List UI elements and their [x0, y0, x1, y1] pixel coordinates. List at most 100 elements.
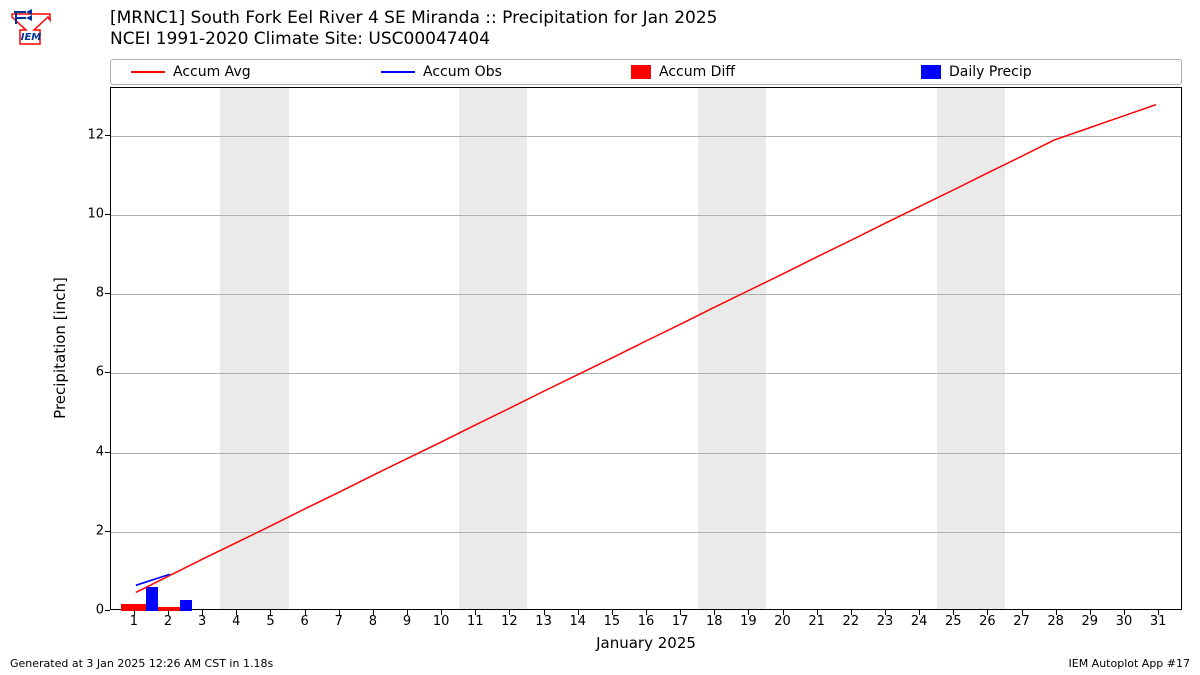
xtick-mark [748, 610, 749, 615]
xtick-label: 10 [433, 614, 450, 629]
legend-label: Accum Obs [423, 64, 502, 80]
xtick-label: 15 [604, 614, 621, 629]
legend-swatch-bar [631, 65, 651, 79]
footer-generated: Generated at 3 Jan 2025 12:26 AM CST in … [10, 657, 273, 670]
xtick-mark [236, 610, 237, 615]
xtick-mark [1056, 610, 1057, 615]
xtick-label: 26 [979, 614, 996, 629]
xtick-label: 4 [232, 614, 240, 629]
xtick-mark [953, 610, 954, 615]
xtick-label: 19 [740, 614, 757, 629]
xtick-label: 16 [638, 614, 655, 629]
xtick-label: 23 [877, 614, 894, 629]
legend-item-accum-avg: Accum Avg [131, 64, 381, 80]
xtick-mark [851, 610, 852, 615]
xtick-mark [475, 610, 476, 615]
xtick-mark [544, 610, 545, 615]
xtick-label: 27 [1013, 614, 1030, 629]
xtick-label: 20 [774, 614, 791, 629]
ytick-mark [105, 135, 110, 136]
xtick-label: 31 [1150, 614, 1167, 629]
xtick-mark [202, 610, 203, 615]
xtick-mark [1090, 610, 1091, 615]
legend-swatch-line [381, 71, 415, 73]
iem-logo: IEM [6, 6, 56, 50]
xtick-label: 9 [403, 614, 411, 629]
legend-item-daily-precip: Daily Precip [921, 64, 1032, 80]
xtick-mark [168, 610, 169, 615]
legend-item-accum-obs: Accum Obs [381, 64, 631, 80]
legend-label: Daily Precip [949, 64, 1032, 80]
xtick-label: 8 [369, 614, 377, 629]
xtick-label: 2 [164, 614, 172, 629]
xtick-label: 21 [808, 614, 825, 629]
xtick-mark [407, 610, 408, 615]
xtick-mark [919, 610, 920, 615]
ytick-label: 10 [74, 206, 104, 221]
chart-title: [MRNC1] South Fork Eel River 4 SE Mirand… [110, 8, 717, 51]
xtick-label: 28 [1047, 614, 1064, 629]
xtick-label: 12 [501, 614, 518, 629]
xtick-label: 30 [1116, 614, 1133, 629]
legend-item-accum-diff: Accum Diff [631, 64, 921, 80]
xtick-mark [783, 610, 784, 615]
svg-text:IEM: IEM [21, 32, 42, 43]
ytick-mark [105, 610, 110, 611]
xtick-mark [134, 610, 135, 615]
xtick-mark [817, 610, 818, 615]
ytick-mark [105, 452, 110, 453]
xtick-label: 11 [467, 614, 484, 629]
legend-label: Accum Avg [173, 64, 251, 80]
ytick-label: 4 [74, 444, 104, 459]
title-line-1: [MRNC1] South Fork Eel River 4 SE Mirand… [110, 8, 717, 29]
xtick-label: 22 [843, 614, 860, 629]
title-line-2: NCEI 1991-2020 Climate Site: USC00047404 [110, 29, 717, 50]
xtick-label: 13 [535, 614, 552, 629]
ytick-label: 12 [74, 127, 104, 142]
xtick-mark [885, 610, 886, 615]
xtick-label: 6 [300, 614, 308, 629]
xtick-label: 24 [911, 614, 928, 629]
xtick-label: 5 [266, 614, 274, 629]
y-axis-label: Precipitation [inch] [51, 277, 69, 419]
xtick-mark [305, 610, 306, 615]
ytick-label: 0 [74, 603, 104, 618]
xtick-label: 7 [335, 614, 343, 629]
xtick-label: 29 [1082, 614, 1099, 629]
ytick-mark [105, 293, 110, 294]
x-axis-label: January 2025 [596, 634, 696, 652]
xtick-label: 1 [130, 614, 138, 629]
ytick-mark [105, 214, 110, 215]
footer-app: IEM Autoplot App #17 [1069, 657, 1191, 670]
legend-swatch-line [131, 71, 165, 73]
xtick-mark [1158, 610, 1159, 615]
chart-legend: Accum Avg Accum Obs Accum Diff Daily Pre… [110, 59, 1182, 85]
xtick-label: 14 [569, 614, 586, 629]
series-svg [111, 88, 1181, 609]
xtick-mark [509, 610, 510, 615]
ytick-label: 2 [74, 523, 104, 538]
xtick-mark [578, 610, 579, 615]
xtick-label: 25 [945, 614, 962, 629]
xtick-label: 17 [672, 614, 689, 629]
legend-label: Accum Diff [659, 64, 735, 80]
xtick-mark [1022, 610, 1023, 615]
plot-area [110, 87, 1182, 610]
xtick-mark [987, 610, 988, 615]
ytick-mark [105, 372, 110, 373]
ytick-label: 6 [74, 365, 104, 380]
xtick-mark [339, 610, 340, 615]
xtick-mark [714, 610, 715, 615]
ytick-mark [105, 531, 110, 532]
xtick-mark [646, 610, 647, 615]
line-accum-avg [136, 105, 1156, 593]
ytick-label: 8 [74, 286, 104, 301]
xtick-mark [373, 610, 374, 615]
xtick-mark [680, 610, 681, 615]
legend-swatch-bar [921, 65, 941, 79]
xtick-mark [612, 610, 613, 615]
xtick-mark [1124, 610, 1125, 615]
xtick-mark [441, 610, 442, 615]
xtick-mark [270, 610, 271, 615]
xtick-label: 18 [706, 614, 723, 629]
